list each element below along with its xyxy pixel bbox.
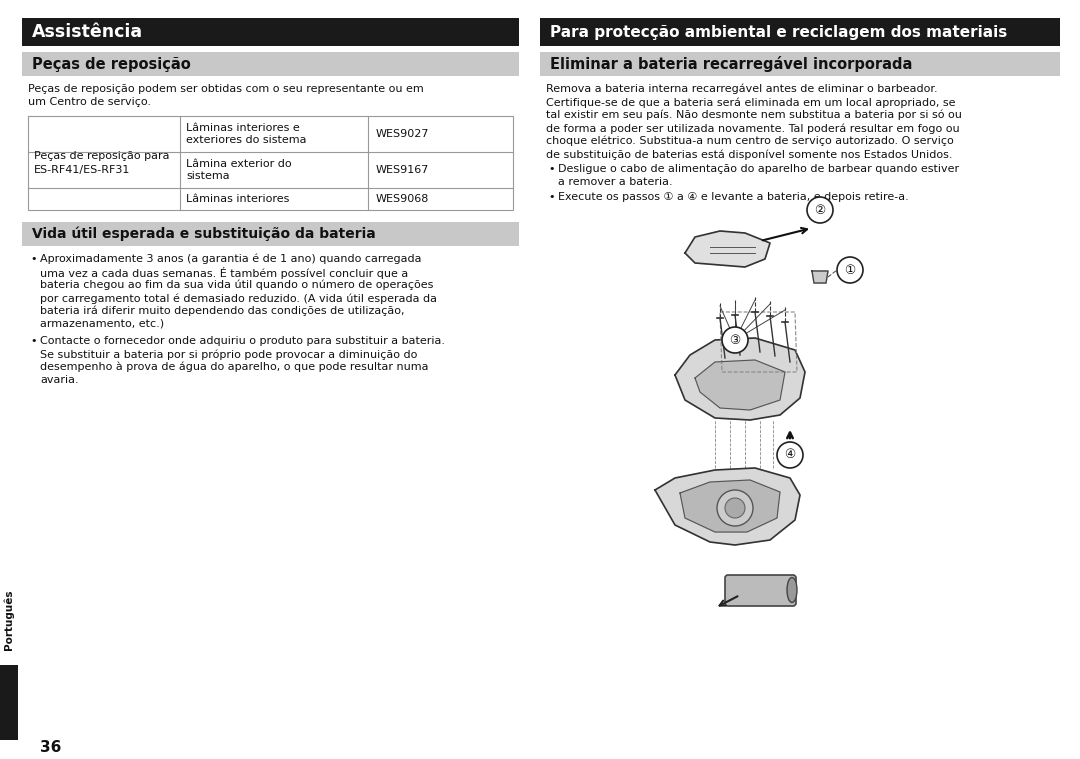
- Text: desempenho à prova de água do aparelho, o que pode resultar numa: desempenho à prova de água do aparelho, …: [40, 362, 429, 373]
- Polygon shape: [654, 468, 800, 545]
- Ellipse shape: [787, 578, 797, 603]
- Text: 36: 36: [40, 740, 62, 755]
- Text: WES9027: WES9027: [376, 129, 430, 139]
- Circle shape: [837, 257, 863, 283]
- Text: Desligue o cabo de alimentação do aparelho de barbear quando estiver: Desligue o cabo de alimentação do aparel…: [558, 164, 959, 174]
- Polygon shape: [812, 271, 828, 283]
- Text: WES9167: WES9167: [376, 165, 430, 175]
- Text: Contacte o fornecedor onde adquiriu o produto para substituir a bateria.: Contacte o fornecedor onde adquiriu o pr…: [40, 336, 445, 346]
- Circle shape: [807, 197, 833, 223]
- Text: ②: ②: [814, 203, 825, 216]
- FancyBboxPatch shape: [28, 116, 513, 210]
- FancyBboxPatch shape: [22, 52, 519, 76]
- Text: Português: Português: [3, 590, 14, 650]
- Text: Se substituir a bateria por si próprio pode provocar a diminuição do: Se substituir a bateria por si próprio p…: [40, 349, 417, 360]
- Text: bateria irá diferir muito dependendo das condições de utilização,: bateria irá diferir muito dependendo das…: [40, 306, 405, 317]
- Text: ④: ④: [784, 449, 796, 461]
- Text: Lâminas interiores e
exteriores do sistema: Lâminas interiores e exteriores do siste…: [186, 123, 307, 146]
- Text: ①: ①: [845, 263, 855, 276]
- Circle shape: [777, 442, 804, 468]
- Text: Eliminar a bateria recarregável incorporada: Eliminar a bateria recarregável incorpor…: [550, 56, 913, 72]
- Text: um Centro de serviço.: um Centro de serviço.: [28, 97, 151, 107]
- FancyBboxPatch shape: [22, 222, 519, 246]
- Text: a remover a bateria.: a remover a bateria.: [558, 177, 673, 187]
- Text: ③: ③: [729, 333, 741, 347]
- Text: Execute os passos ① a ④ e levante a bateria, e depois retire-a.: Execute os passos ① a ④ e levante a bate…: [558, 192, 908, 202]
- Text: •: •: [548, 192, 554, 202]
- Text: de substituição de baterias está disponível somente nos Estados Unidos.: de substituição de baterias está disponí…: [546, 149, 953, 159]
- Text: Certifique-se de que a bateria será eliminada em um local apropriado, se: Certifique-se de que a bateria será elim…: [546, 97, 956, 108]
- FancyBboxPatch shape: [0, 665, 18, 740]
- Text: Lâminas interiores: Lâminas interiores: [186, 194, 289, 204]
- Text: tal existir em seu país. Não desmonte nem substitua a bateria por si só ou: tal existir em seu país. Não desmonte ne…: [546, 110, 962, 121]
- Text: armazenamento, etc.): armazenamento, etc.): [40, 319, 164, 329]
- Text: Assistência: Assistência: [32, 23, 144, 41]
- Text: Peças de reposição para
ES-RF41/ES-RF31: Peças de reposição para ES-RF41/ES-RF31: [33, 151, 170, 175]
- Text: por carregamento total é demasiado reduzido. (A vida útil esperada da: por carregamento total é demasiado reduz…: [40, 293, 437, 304]
- Text: Peças de reposição podem ser obtidas com o seu representante ou em: Peças de reposição podem ser obtidas com…: [28, 84, 423, 94]
- Text: bateria chegou ao fim da sua vida útil quando o número de operações: bateria chegou ao fim da sua vida útil q…: [40, 280, 433, 291]
- FancyBboxPatch shape: [540, 18, 1059, 46]
- Text: Aproximadamente 3 anos (a garantia é de 1 ano) quando carregada: Aproximadamente 3 anos (a garantia é de …: [40, 254, 421, 264]
- Text: •: •: [30, 336, 37, 346]
- Text: uma vez a cada duas semanas. É também possível concluir que a: uma vez a cada duas semanas. É também po…: [40, 267, 408, 279]
- FancyBboxPatch shape: [540, 52, 1059, 76]
- Circle shape: [717, 490, 753, 526]
- Text: •: •: [30, 254, 37, 264]
- Text: avaria.: avaria.: [40, 375, 79, 385]
- Text: WES9068: WES9068: [376, 194, 430, 204]
- FancyBboxPatch shape: [725, 575, 796, 606]
- Circle shape: [723, 327, 748, 353]
- Polygon shape: [696, 360, 785, 410]
- Text: de forma a poder ser utilizada novamente. Tal poderá resultar em fogo ou: de forma a poder ser utilizada novamente…: [546, 123, 960, 134]
- Polygon shape: [685, 231, 770, 267]
- FancyBboxPatch shape: [0, 580, 18, 660]
- Text: Vida útil esperada e substituição da bateria: Vida útil esperada e substituição da bat…: [32, 227, 376, 241]
- Text: choque elétrico. Substitua-a num centro de serviço autorizado. O serviço: choque elétrico. Substitua-a num centro …: [546, 136, 954, 146]
- Text: Remova a bateria interna recarregável antes de eliminar o barbeador.: Remova a bateria interna recarregável an…: [546, 84, 937, 95]
- FancyBboxPatch shape: [22, 18, 519, 46]
- Text: Lâmina exterior do
sistema: Lâmina exterior do sistema: [186, 159, 292, 181]
- Text: •: •: [548, 164, 554, 174]
- Polygon shape: [675, 338, 805, 420]
- Text: Peças de reposição: Peças de reposição: [32, 56, 191, 71]
- Text: Para protecção ambiental e reciclagem dos materiais: Para protecção ambiental e reciclagem do…: [550, 24, 1008, 39]
- Polygon shape: [680, 480, 780, 532]
- Circle shape: [725, 498, 745, 518]
